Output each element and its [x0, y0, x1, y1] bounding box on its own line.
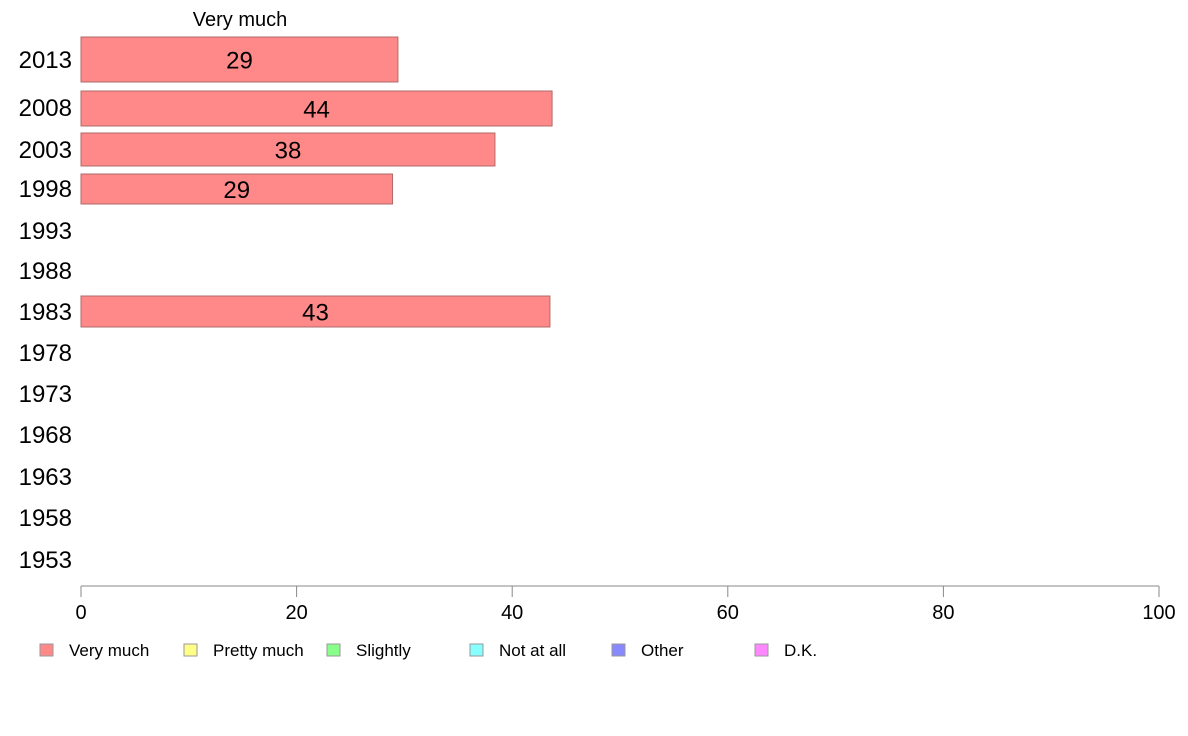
x-tick-label: 20	[285, 602, 307, 624]
legend-label: Other	[641, 641, 684, 660]
y-tick-label: 1963	[19, 464, 72, 491]
legend-swatch	[183, 643, 198, 657]
data-label: 29	[223, 177, 250, 204]
bar	[80, 295, 551, 328]
bar	[80, 173, 394, 205]
x-tick-label: 100	[1142, 602, 1175, 624]
data-label: 29	[226, 48, 253, 75]
legend-label: Very much	[69, 641, 149, 660]
y-tick-label: 1978	[19, 340, 72, 367]
data-label: 43	[302, 300, 329, 327]
legend-swatch	[611, 643, 626, 657]
y-tick-label: 2008	[19, 95, 72, 122]
y-tick-label: 1998	[19, 176, 72, 203]
y-tick-label: 1968	[19, 422, 72, 449]
data-label: 38	[275, 138, 302, 165]
y-tick-label: 1958	[19, 505, 72, 532]
legend-label: Pretty much	[213, 641, 304, 660]
legend-swatch	[469, 643, 484, 657]
x-tick-label: 80	[932, 602, 954, 624]
x-tick-label: 60	[717, 602, 739, 624]
x-axis: 0 20 40 60 80 100	[75, 585, 1176, 624]
x-tick-label: 0	[75, 602, 86, 624]
y-tick-label: 1973	[19, 381, 72, 408]
legend-label: D.K.	[784, 641, 817, 660]
bar	[80, 90, 553, 127]
bar	[80, 132, 496, 167]
y-tick-label: 2013	[19, 47, 72, 74]
legend-swatch	[39, 643, 54, 657]
legend-label: Not at all	[499, 641, 566, 660]
legend-swatch	[754, 643, 769, 657]
legend-label: Slightly	[356, 641, 411, 660]
x-tick-label: 40	[501, 602, 523, 624]
y-tick-label: 1988	[19, 258, 72, 285]
y-tick-label: 1983	[19, 299, 72, 326]
y-tick-label: 1953	[19, 547, 72, 574]
y-tick-label: 1993	[19, 218, 72, 245]
chart-title: Very much	[193, 9, 287, 31]
legend-swatch	[326, 643, 341, 657]
legend: Very much Pretty much Slightly Not at all Ot…	[39, 641, 817, 660]
y-tick-label: 2003	[19, 137, 72, 164]
data-label: 44	[303, 97, 330, 124]
bar	[80, 36, 399, 83]
